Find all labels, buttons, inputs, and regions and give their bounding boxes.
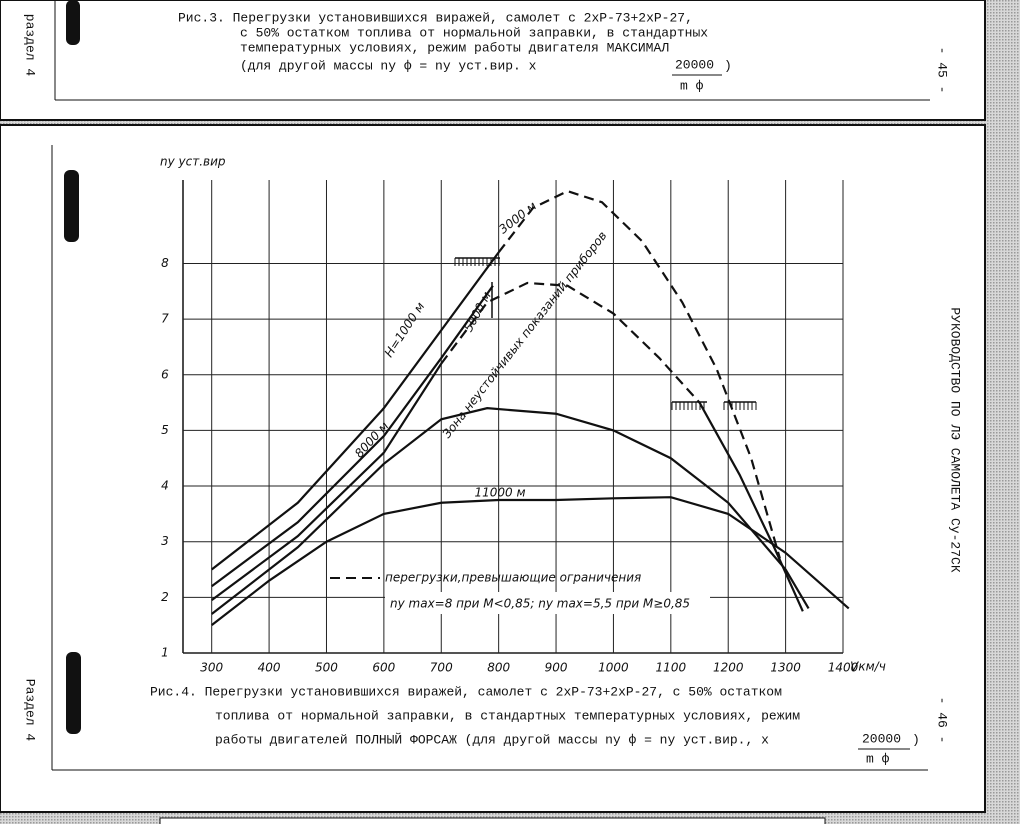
fraction-bottom: m ф xyxy=(680,78,704,93)
label-bg xyxy=(385,592,710,614)
annotation: nу max=8 при M<0,85; nу max=5,5 при M≥0,… xyxy=(390,597,690,611)
side-label: раздел 4 xyxy=(23,14,38,77)
y-axis-label: nу уст.вир xyxy=(160,155,226,169)
x-tick-label: 500 xyxy=(315,661,338,675)
y-tick-label: 4 xyxy=(161,479,169,493)
running-head: РУКОВОДСТВО ПО ЛЭ САМОЛЕТА Су-27СК xyxy=(948,307,963,572)
y-tick-label: 8 xyxy=(161,256,169,270)
x-tick-label: 700 xyxy=(430,661,453,675)
caption-line: работы двигателей ПОЛНЫЙ ФОРСАЖ (для дру… xyxy=(215,732,769,747)
y-tick-label: 1 xyxy=(161,646,169,660)
caption-line: Рис.3. Перегрузки установившихся виражей… xyxy=(178,10,693,25)
page-number: - 46 - xyxy=(935,697,950,744)
curve-label: 11000 м xyxy=(474,486,525,500)
x-axis-label: Vкм/ч xyxy=(850,660,886,674)
x-tick-label: 800 xyxy=(487,661,510,675)
fraction-top: 20000 xyxy=(862,731,901,746)
y-tick-label: 3 xyxy=(161,534,169,548)
next-sheet xyxy=(159,817,826,824)
fraction-close: ) xyxy=(724,58,732,73)
x-tick-label: 1400 xyxy=(828,661,859,675)
binding-mark xyxy=(66,652,81,734)
x-tick-label: 900 xyxy=(545,661,568,675)
caption-line: с 50% остатком топлива от нормальной зап… xyxy=(240,25,708,40)
y-tick-label: 2 xyxy=(161,590,169,604)
page-number: - 45 - xyxy=(935,47,950,94)
y-tick-label: 6 xyxy=(161,367,169,381)
fraction-top: 20000 xyxy=(675,57,714,72)
x-tick-label: 400 xyxy=(258,661,281,675)
binding-mark xyxy=(64,170,79,242)
caption-line: температурных условиях, режим работы дви… xyxy=(240,40,669,55)
caption-line: топлива от нормальной заправки, в станда… xyxy=(215,708,800,723)
x-tick-label: 1100 xyxy=(656,661,687,675)
curve xyxy=(211,496,850,627)
x-tick-label: 1200 xyxy=(713,661,744,675)
curve xyxy=(211,407,810,615)
binding-mark xyxy=(66,0,80,45)
y-tick-label: 7 xyxy=(161,312,169,326)
side-label: Раздел 4 xyxy=(23,679,38,742)
curve xyxy=(440,189,781,559)
curve xyxy=(211,251,500,571)
caption-line: (для другой массы nу ф = nу уст.вир. x xyxy=(240,58,537,73)
curve xyxy=(211,285,494,588)
bottom-sheet xyxy=(0,124,986,813)
x-tick-label: 1000 xyxy=(598,661,629,675)
fraction-bottom: m ф xyxy=(866,751,890,766)
legend-label: перегрузки,превышающие ограничения xyxy=(385,571,641,585)
x-tick-label: 1300 xyxy=(770,661,801,675)
x-tick-label: 600 xyxy=(372,661,395,675)
x-tick-label: 300 xyxy=(200,661,223,675)
caption-line: Рис.4. Перегрузки установившихся виражей… xyxy=(150,684,782,699)
y-tick-label: 5 xyxy=(161,423,169,437)
curve xyxy=(211,363,804,612)
fraction-close: ) xyxy=(912,732,920,747)
